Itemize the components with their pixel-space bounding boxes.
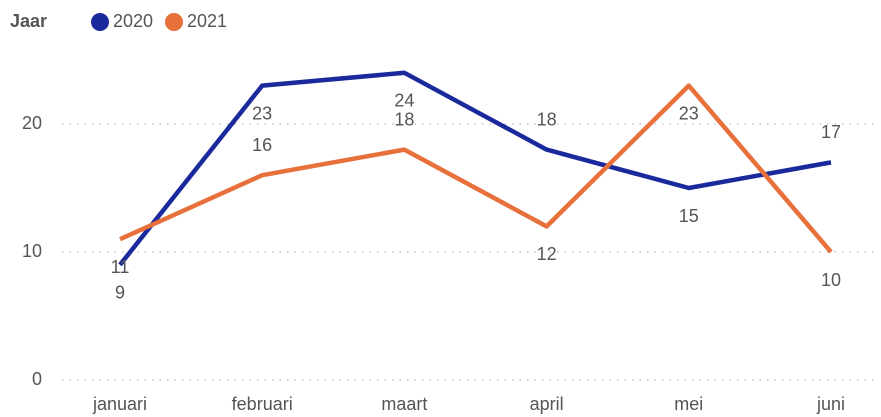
data-label: 23 <box>679 103 699 123</box>
x-tick-label: juni <box>816 394 845 414</box>
data-label: 17 <box>821 122 841 142</box>
data-label: 18 <box>537 109 557 129</box>
legend-marker <box>165 13 183 31</box>
y-tick-label: 10 <box>22 241 42 261</box>
x-tick-label: mei <box>674 394 703 414</box>
data-label: 16 <box>252 135 272 155</box>
x-tick-label: februari <box>232 394 293 414</box>
data-label: 10 <box>821 270 841 290</box>
series-line <box>118 70 832 267</box>
y-tick-label: 20 <box>22 113 42 133</box>
series-line <box>119 83 833 254</box>
x-tick-label: april <box>530 394 564 414</box>
data-label: 11 <box>111 257 130 277</box>
data-label: 24 <box>394 91 414 111</box>
y-tick-label: 0 <box>32 369 42 389</box>
legend-title: Jaar <box>10 11 47 31</box>
legend-marker <box>91 13 109 31</box>
data-label: 18 <box>394 109 414 129</box>
legend-label: 2021 <box>187 11 227 31</box>
x-tick-label: maart <box>381 394 427 414</box>
data-label: 12 <box>537 244 557 264</box>
data-label: 23 <box>252 103 272 123</box>
legend-label: 2020 <box>113 11 153 31</box>
data-label: 15 <box>679 206 699 226</box>
data-label: 9 <box>115 283 125 303</box>
x-tick-label: januari <box>92 394 147 414</box>
